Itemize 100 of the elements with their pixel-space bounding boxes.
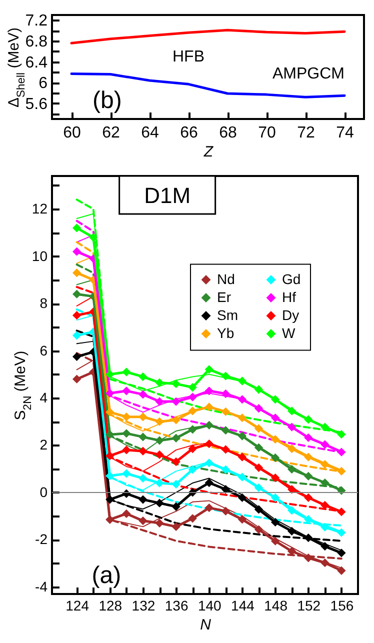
y-tick-label: -4: [35, 578, 48, 594]
point: [337, 566, 346, 575]
x-tick-label: 62: [102, 124, 120, 142]
point: [288, 526, 296, 536]
point: [122, 446, 131, 454]
point: [288, 464, 296, 474]
point: [122, 386, 131, 396]
point: [320, 460, 330, 469]
annotation: (a): [92, 562, 122, 589]
point: [270, 434, 280, 444]
point: [204, 458, 214, 468]
point: [155, 397, 164, 406]
point: [288, 506, 296, 515]
legend-label: Yb: [217, 324, 234, 341]
x-tick-label: 72: [297, 124, 315, 142]
point: [254, 525, 264, 534]
legend-label: Hf: [282, 288, 296, 305]
point: [89, 233, 98, 242]
point: [304, 452, 313, 462]
point: [106, 408, 114, 416]
point: [304, 472, 313, 480]
x-tick-label: 66: [180, 124, 198, 142]
point: [204, 503, 214, 512]
legend-label: Sm: [217, 306, 238, 323]
y-tick-label: 8: [40, 295, 48, 312]
point: [72, 352, 82, 361]
x-tick-label: 74: [336, 124, 354, 142]
y-tick-label: 7.2: [25, 12, 48, 30]
point: [337, 466, 346, 476]
point: [270, 473, 280, 482]
point: [270, 413, 280, 422]
point: [155, 478, 164, 488]
point: [122, 469, 131, 478]
annotation: D1M: [144, 183, 191, 208]
point: [304, 433, 313, 442]
point: [221, 506, 230, 516]
point: [221, 372, 230, 380]
point: [106, 370, 114, 379]
series-label: AMPGCM: [272, 66, 344, 83]
point: [254, 505, 264, 514]
y-tick-label: -2: [35, 531, 48, 548]
point: [254, 463, 264, 472]
point: [270, 395, 280, 404]
point: [204, 402, 214, 412]
y-tick-label: 4: [40, 389, 48, 406]
point: [288, 485, 296, 494]
y-tick-label: 5.6: [25, 96, 48, 113]
point: [337, 448, 346, 456]
point: [106, 472, 114, 480]
x-tick-label: 68: [219, 124, 237, 142]
x-axis-title: Z: [202, 144, 214, 160]
y-tick-label: 2: [40, 436, 48, 453]
point: [221, 426, 230, 435]
point: [72, 247, 82, 256]
x-tick-label: 132: [132, 598, 156, 614]
point: [172, 379, 180, 388]
y-tick-label: 0: [40, 484, 48, 500]
point: [172, 434, 180, 442]
point: [138, 372, 148, 382]
point: [204, 478, 214, 488]
point: [204, 365, 214, 374]
point: [106, 388, 114, 398]
point: [188, 383, 197, 392]
line-series: [70, 28, 346, 44]
y-tick-label: 6: [40, 342, 48, 358]
point: [138, 516, 148, 526]
x-tick-label: 148: [264, 598, 288, 614]
point: [155, 378, 164, 387]
point: [270, 536, 280, 546]
point: [238, 493, 247, 502]
point: [172, 502, 180, 511]
point: [188, 425, 197, 434]
point: [155, 450, 164, 459]
point: [155, 518, 164, 528]
point: [238, 432, 247, 440]
point: [172, 522, 180, 532]
point: [304, 533, 313, 542]
point: [270, 493, 280, 502]
point: [254, 443, 264, 452]
x-tick-label: 70: [258, 124, 276, 142]
point: [138, 495, 148, 504]
point: [238, 376, 247, 386]
point: [106, 515, 114, 524]
legend-label: Gd: [282, 270, 301, 287]
point: [270, 453, 280, 462]
point: [122, 368, 131, 376]
x-tick-label: 136: [164, 598, 188, 614]
point: [238, 515, 247, 524]
point: [188, 444, 197, 454]
point: [204, 439, 214, 448]
point: [72, 268, 82, 278]
point: [172, 457, 180, 466]
y-tick-label: 6.4: [25, 54, 48, 72]
x-tick-label: 144: [231, 598, 255, 614]
point: [155, 498, 164, 508]
x-tick-label: 152: [297, 598, 321, 614]
point: [188, 465, 197, 474]
point: [320, 440, 330, 449]
legend-label: Nd: [217, 270, 235, 287]
point: [138, 390, 148, 399]
